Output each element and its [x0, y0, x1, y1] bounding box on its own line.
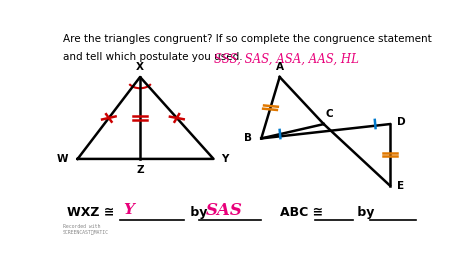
Text: A: A [276, 62, 283, 72]
Text: W: W [57, 154, 68, 164]
Text: by: by [186, 206, 212, 219]
Text: Are the triangles congruent? If so complete the congruence statement: Are the triangles congruent? If so compl… [63, 34, 432, 44]
Text: B: B [244, 134, 252, 143]
Text: WXZ ≅: WXZ ≅ [66, 206, 118, 219]
Text: ABC ≅: ABC ≅ [280, 206, 323, 219]
Text: X: X [136, 62, 144, 72]
Text: and tell which postulate you used.: and tell which postulate you used. [63, 52, 243, 63]
Text: D: D [397, 117, 406, 127]
Text: Recorded with
SCREENCASTⓄMATIC: Recorded with SCREENCASTⓄMATIC [63, 224, 109, 235]
Text: Z: Z [136, 165, 144, 175]
Text: Y: Y [221, 154, 228, 164]
Text: by: by [353, 206, 374, 219]
Text: SSS, SAS, ASA, AAS, HL: SSS, SAS, ASA, AAS, HL [213, 52, 358, 65]
Text: SAS: SAS [206, 202, 243, 219]
Text: Y: Y [124, 203, 135, 217]
Text: E: E [397, 181, 404, 190]
Text: C: C [326, 109, 333, 119]
